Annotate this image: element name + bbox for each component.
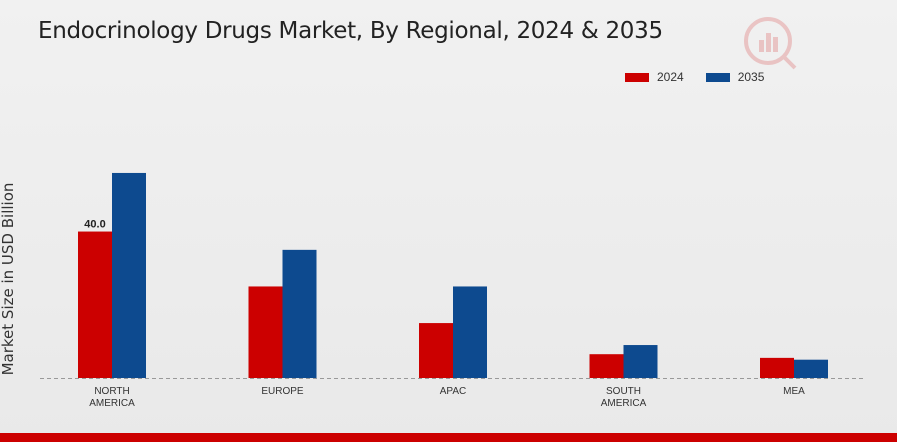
legend-swatch-2024 [625,72,649,82]
legend-label-2035: 2035 [737,70,765,84]
x-tick-label: MEA [783,386,805,397]
legend-item-2024[interactable]: 2024 [625,70,684,84]
legend-label-2024: 2024 [657,70,684,84]
bar-2035-south-america[interactable] [623,345,658,378]
chart-title: Endocrinology Drugs Market, By Regional,… [38,18,663,44]
y-axis-label: Market Size in USD Billion [0,182,17,376]
bar-2024-south-america[interactable] [589,354,624,378]
brand-logo-icon [741,14,799,72]
bar-2035-north-america[interactable] [112,172,146,378]
legend-item-2035[interactable]: 2035 [705,70,765,84]
x-tick-label: EUROPE [261,386,304,397]
bar-2024-apac[interactable] [419,323,453,378]
x-tick-label: SOUTH AMERICA [601,386,647,409]
legend: 2024 2035 [625,70,786,84]
bar-2035-mea[interactable] [794,359,828,378]
legend-swatch-2035 [705,72,730,82]
bar-2035-apac[interactable] [453,286,487,378]
x-tick-label: APAC [440,386,467,397]
bar-2024-mea[interactable] [760,357,794,378]
data-label: 40.0 [84,219,105,231]
bar-2035-europe[interactable] [282,249,317,378]
bar-2024-north-america[interactable] [78,231,112,378]
footer-accent-bar [0,433,897,442]
x-tick-label: NORTH AMERICA [89,386,135,409]
bar-2024-europe[interactable] [248,286,283,378]
